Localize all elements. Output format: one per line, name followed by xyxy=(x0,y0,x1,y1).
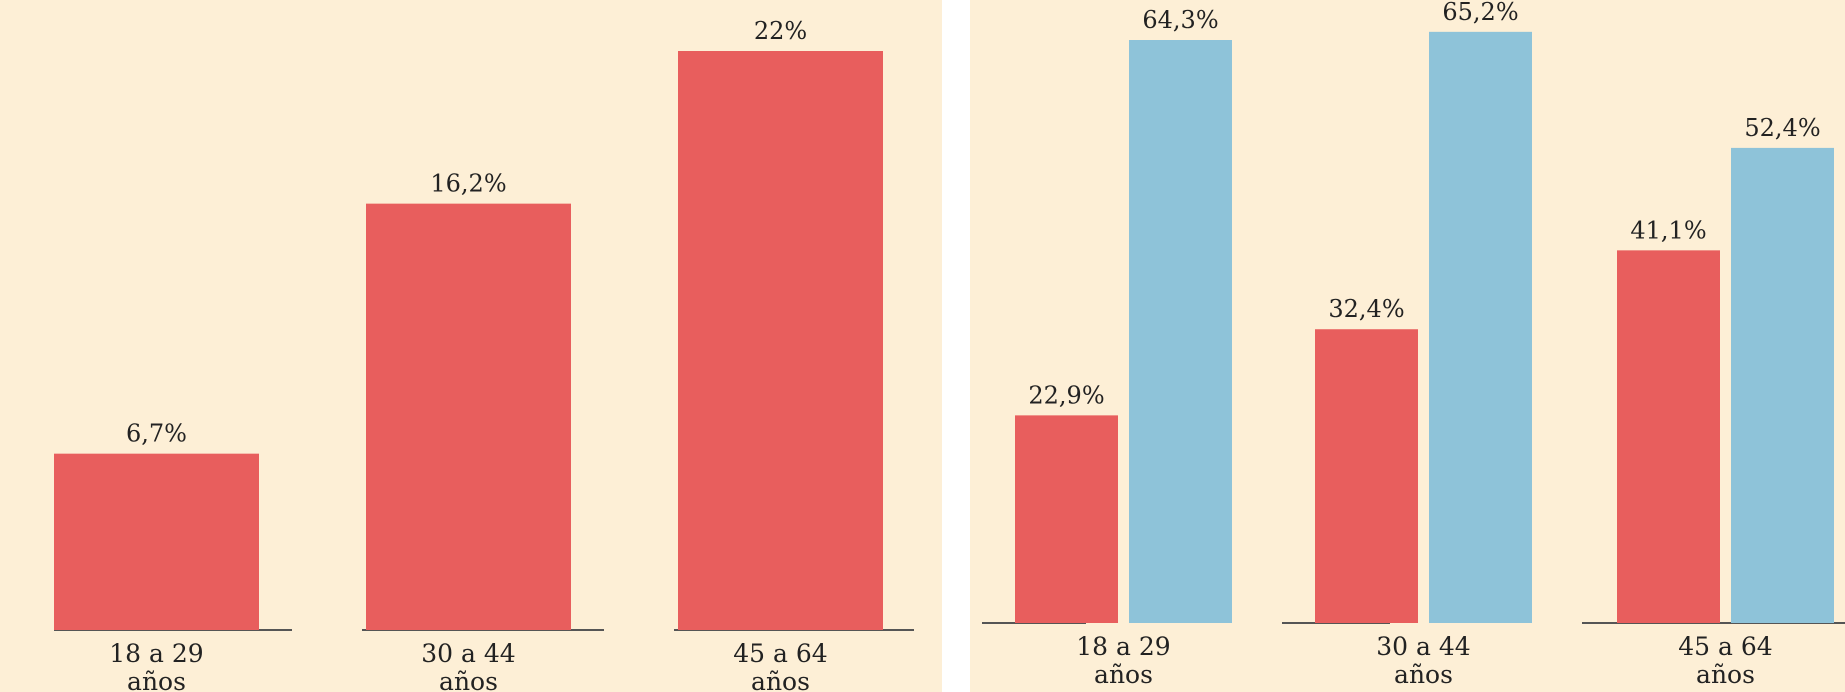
panel-divider xyxy=(942,0,970,692)
bar xyxy=(1617,250,1720,623)
bar xyxy=(1315,329,1418,623)
category-label: 45 a 64 xyxy=(1678,632,1772,661)
bar xyxy=(1731,147,1834,623)
data-label: 22% xyxy=(754,17,807,45)
bar xyxy=(678,51,883,630)
bar xyxy=(366,203,571,631)
category-label: años xyxy=(1094,660,1153,689)
data-label: 6,7% xyxy=(126,420,187,448)
bar xyxy=(1129,40,1232,623)
category-label: 18 a 29 xyxy=(109,639,203,668)
data-label: 32,4% xyxy=(1328,295,1404,323)
data-label: 16,2% xyxy=(430,170,506,198)
category-label: 30 a 44 xyxy=(1376,632,1470,661)
category-label: años xyxy=(751,667,810,692)
data-label: 52,4% xyxy=(1744,114,1820,142)
bar xyxy=(1015,415,1118,623)
category-label: años xyxy=(1696,660,1755,689)
category-label: años xyxy=(439,667,498,692)
category-label: 45 a 64 xyxy=(733,639,827,668)
data-label: 22,9% xyxy=(1028,381,1104,409)
category-label: 30 a 44 xyxy=(421,639,515,668)
data-label: 41,1% xyxy=(1630,216,1706,244)
bar xyxy=(54,453,259,630)
category-label: 18 a 29 xyxy=(1076,632,1170,661)
data-label: 65,2% xyxy=(1442,0,1518,26)
category-label: años xyxy=(1394,660,1453,689)
data-label: 64,3% xyxy=(1142,6,1218,34)
category-label: años xyxy=(127,667,186,692)
bar xyxy=(1429,31,1532,623)
